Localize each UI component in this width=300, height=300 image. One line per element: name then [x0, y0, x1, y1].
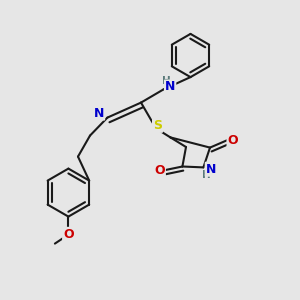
- Text: O: O: [227, 134, 238, 147]
- Text: O: O: [63, 228, 74, 241]
- Text: N: N: [165, 80, 175, 94]
- Text: H: H: [161, 76, 170, 86]
- Text: S: S: [153, 119, 162, 132]
- Text: N: N: [94, 106, 104, 120]
- Text: N: N: [206, 163, 216, 176]
- Text: H: H: [202, 170, 211, 180]
- Text: O: O: [154, 164, 165, 177]
